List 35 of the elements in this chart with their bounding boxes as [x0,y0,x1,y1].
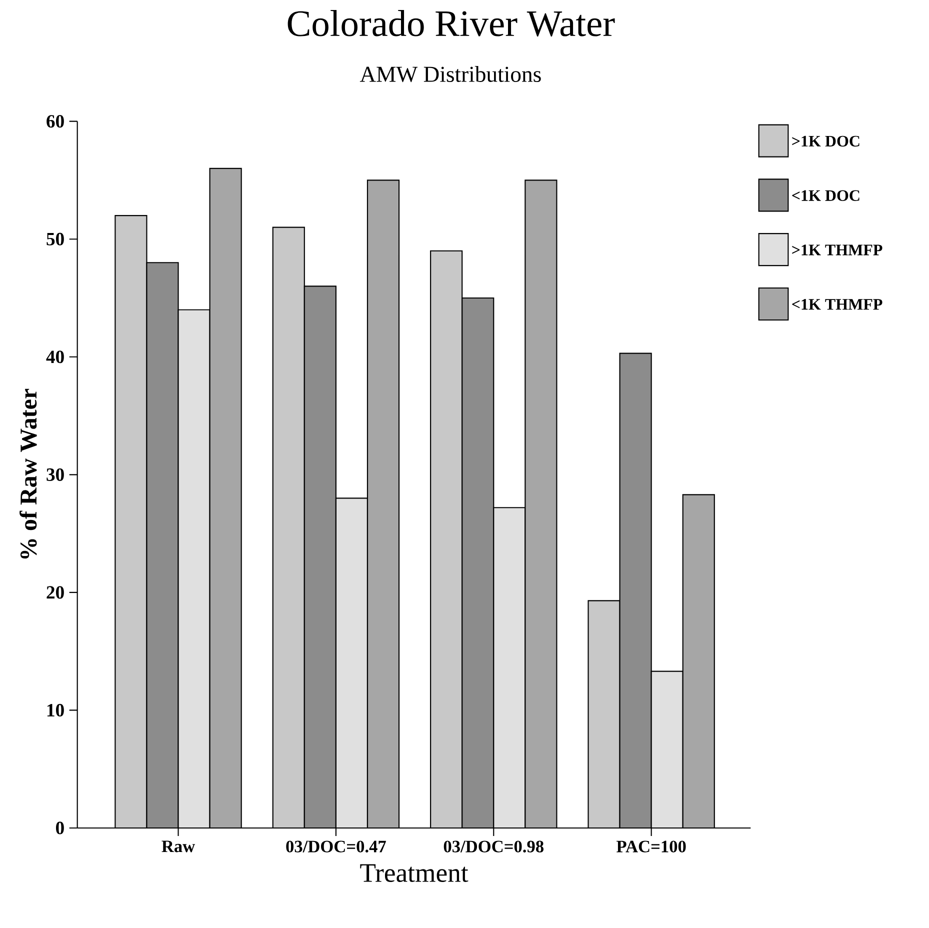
y-tick-label: 10 [47,704,64,717]
y-tick-label: 0 [56,822,64,834]
bar [462,298,494,828]
x-axis-title: Treatment [360,864,468,882]
y-axis-title: % of Raw Water [20,388,37,558]
y-tick-label: 20 [46,586,64,599]
bar [430,250,462,828]
bar [336,498,368,828]
chart-title: Colorado River Water [288,10,615,36]
y-tick-label: 30 [46,468,64,481]
bar [146,262,178,828]
bar [115,216,147,828]
bar [494,508,526,828]
y-tick-label: 50 [46,232,64,246]
bar [210,168,242,828]
legend-label: >1K THMFP [792,244,882,256]
chart-subtitle: AMW Distributions [360,66,541,82]
bar [619,352,652,828]
bar [682,494,715,828]
bar [367,180,400,828]
y-tick-label: 40 [46,350,64,364]
bar [304,286,336,828]
bar [178,310,210,828]
bar [588,600,620,828]
legend-label: <1K DOC [792,190,860,201]
x-tick-label: Raw [162,840,196,852]
x-tick-label: 03/DOC=0.98 [444,840,544,852]
legend-label: >1K DOC [792,136,860,147]
legend-label: <1K THMFP [792,299,882,310]
bar [272,227,304,828]
bar [525,180,557,828]
y-tick-label: 60 [46,115,64,128]
x-tick-label: 03/DOC=0.47 [286,840,386,852]
bar [650,670,684,828]
x-tick-label: PAC=100 [616,840,686,852]
